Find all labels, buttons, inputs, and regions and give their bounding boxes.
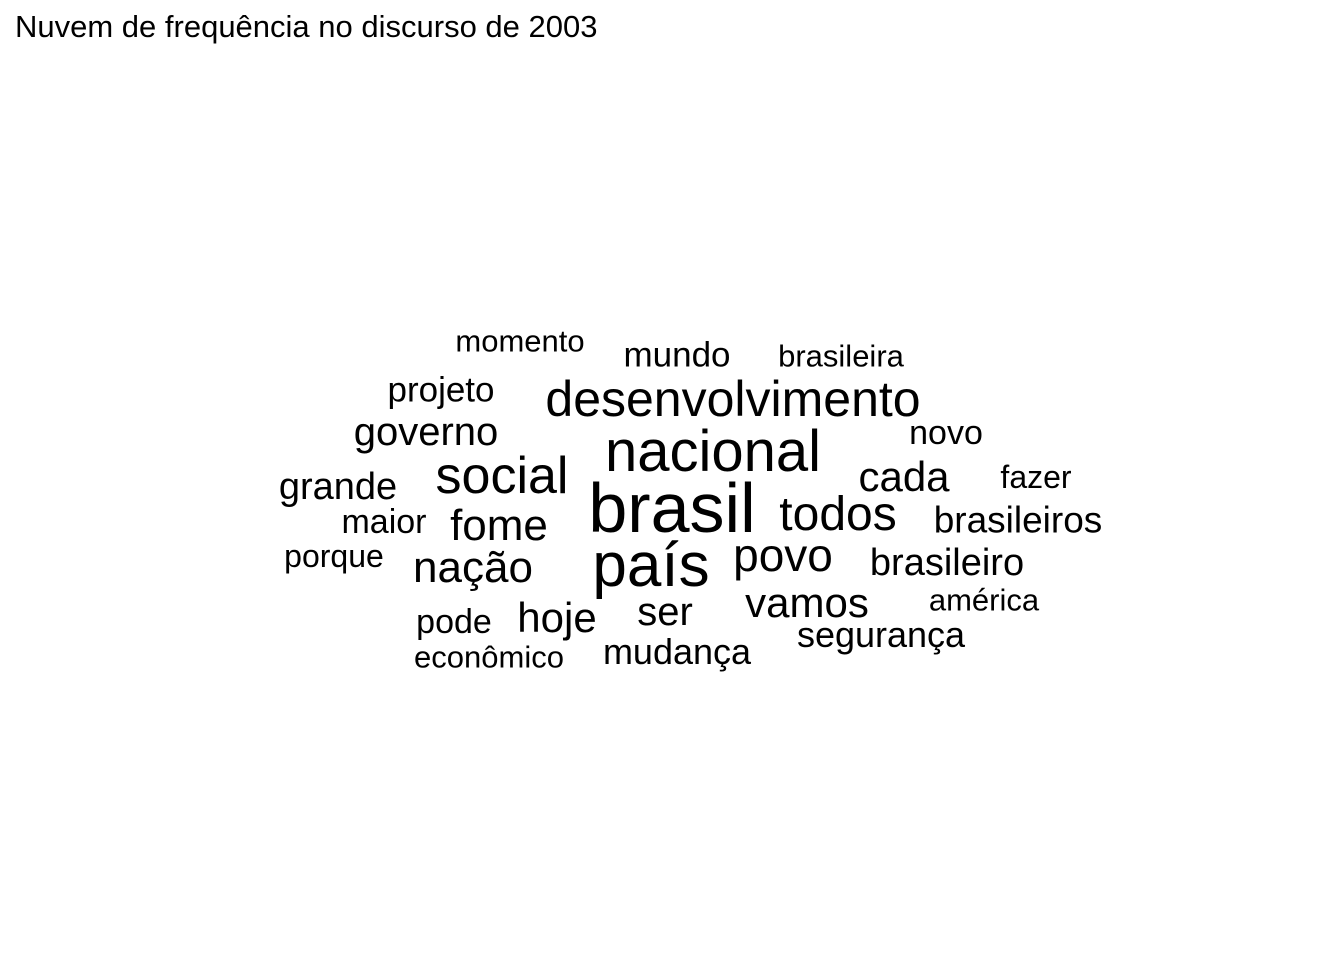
word-mundo: mundo [623,335,731,375]
word-grande: grande [278,466,398,508]
word-seguranca: segurança [796,614,966,655]
word-hoje: hoje [517,594,597,641]
word-fazer: fazer [1000,459,1072,495]
word-mudanca: mudança [602,631,752,672]
word-fome: fome [450,501,548,550]
word-governo: governo [353,410,499,454]
word-novo: novo [909,414,983,452]
word-cada: cada [858,453,950,500]
word-america: américa [928,582,1040,618]
word-maior: maior [341,503,427,541]
word-nacao: nação [413,543,533,592]
word-vamos: vamos [745,579,869,626]
word-brasileiros: brasileiros [933,499,1103,541]
word-povo: povo [733,529,833,581]
word-ser: ser [637,590,693,634]
word-nacional: nacional [604,419,822,484]
word-brasileiro: brasileiro [869,542,1025,584]
word-projeto: projeto [387,370,495,410]
chart-title: Nuvem de frequência no discurso de 2003 [15,9,598,44]
word-brasil: brasil [588,469,756,547]
word-pode: pode [416,603,492,641]
word-brasileira: brasileira [778,338,904,374]
word-todos: todos [779,488,897,541]
word-social: social [435,447,569,505]
word-desenvolvimento: desenvolvimento [545,371,921,427]
word-pais: país [592,531,710,600]
word-porque: porque [284,538,384,574]
word-economico: econômico [414,639,564,675]
word-momento: momento [455,323,585,359]
